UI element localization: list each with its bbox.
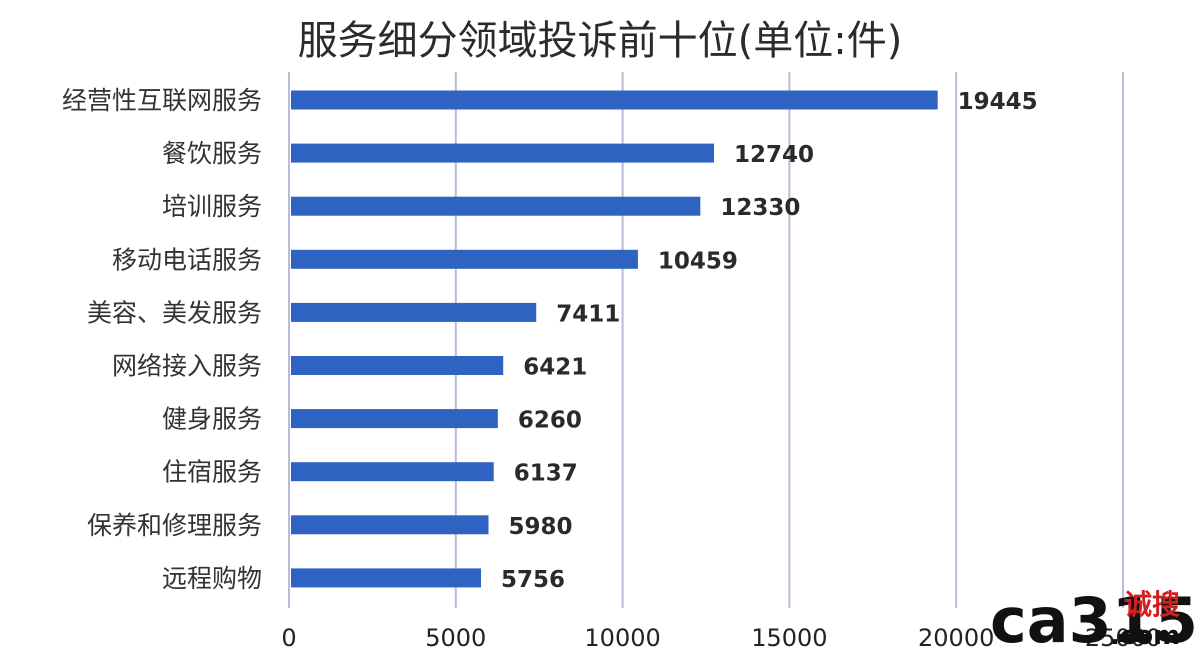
value-labels: 19445 12740 12330 10459 7411 6421 6260 6137 5980… bbox=[501, 89, 1038, 593]
bar bbox=[291, 409, 498, 429]
watermark-chinese: 诚搜 bbox=[1124, 588, 1180, 621]
data-label: 6260 bbox=[518, 408, 582, 434]
x-axis-tick-labels: 0 5000 10000 15000 20000 25000 bbox=[281, 624, 1161, 652]
category-label: 经营性互联网服务 bbox=[62, 86, 262, 115]
data-label: 6137 bbox=[514, 461, 578, 487]
category-label: 健身服务 bbox=[162, 405, 262, 434]
bar bbox=[291, 249, 638, 269]
x-tick-label: 20000 bbox=[918, 624, 994, 652]
bar bbox=[291, 143, 715, 163]
x-tick-label: 0 bbox=[281, 624, 296, 652]
category-label: 餐饮服务 bbox=[162, 139, 262, 168]
category-labels: 经营性互联网服务餐饮服务培训服务移动电话服务美容、美发服务网络接入服务健身服务住… bbox=[62, 86, 262, 593]
data-label: 5980 bbox=[508, 514, 572, 540]
bar bbox=[291, 90, 938, 110]
bar bbox=[291, 302, 537, 322]
bar bbox=[291, 462, 494, 482]
bar bbox=[291, 356, 504, 375]
bar bbox=[291, 515, 489, 535]
category-label: 住宿服务 bbox=[162, 458, 262, 487]
bar bbox=[291, 568, 482, 588]
x-tick-label: 5000 bbox=[425, 624, 486, 652]
x-tick-label: 15000 bbox=[751, 624, 827, 652]
data-label: 5756 bbox=[501, 567, 565, 593]
data-label: 12330 bbox=[720, 195, 800, 221]
chart-title: 服务细分领域投诉前十位(单位:件) bbox=[298, 18, 903, 64]
category-label: 远程购物 bbox=[162, 564, 262, 593]
data-label: 12740 bbox=[734, 142, 814, 168]
watermark-domain-suffix: .com bbox=[1110, 621, 1180, 651]
watermark-logo: ca315 .com 诚搜 bbox=[990, 584, 1198, 654]
bar bbox=[291, 196, 701, 216]
data-label: 10459 bbox=[658, 248, 738, 274]
x-tick-label: 25000 bbox=[1085, 624, 1161, 652]
category-label: 移动电话服务 bbox=[112, 245, 262, 274]
category-label: 培训服务 bbox=[162, 192, 262, 221]
data-label: 7411 bbox=[556, 301, 620, 327]
data-label: 19445 bbox=[958, 89, 1038, 115]
data-label: 6421 bbox=[523, 355, 587, 381]
watermark-brand: ca315 bbox=[990, 584, 1198, 654]
x-tick-label: 10000 bbox=[584, 624, 660, 652]
category-label: 美容、美发服务 bbox=[87, 298, 262, 327]
category-label: 保养和修理服务 bbox=[87, 511, 262, 540]
bars bbox=[291, 90, 938, 588]
category-label: 网络接入服务 bbox=[112, 352, 262, 381]
